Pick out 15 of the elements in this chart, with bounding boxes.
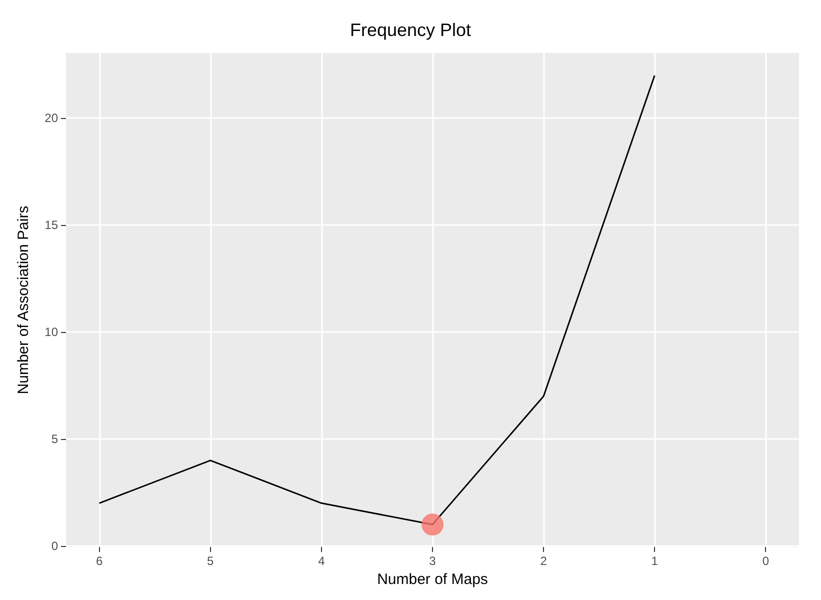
- x-tick-label: 5: [207, 554, 214, 568]
- y-tick-label: 20: [44, 111, 58, 126]
- y-axis-title: Number of Association Pairs: [15, 206, 32, 394]
- x-tick-label: 3: [429, 554, 436, 568]
- y-tick-label: 10: [44, 325, 58, 340]
- x-axis-title: Number of Maps: [377, 571, 488, 588]
- x-tick-label: 0: [762, 554, 770, 568]
- y-tick-label: 5: [51, 432, 58, 446]
- y-tick-label: 15: [44, 218, 58, 232]
- x-tick-label: 1: [651, 554, 658, 568]
- chart-title: Frequency Plot: [350, 20, 472, 40]
- x-tick-label: 6: [96, 554, 103, 568]
- y-tick-label: 0: [51, 538, 58, 553]
- x-tick-label: 4: [318, 554, 326, 568]
- x-tick-label: 2: [540, 554, 548, 568]
